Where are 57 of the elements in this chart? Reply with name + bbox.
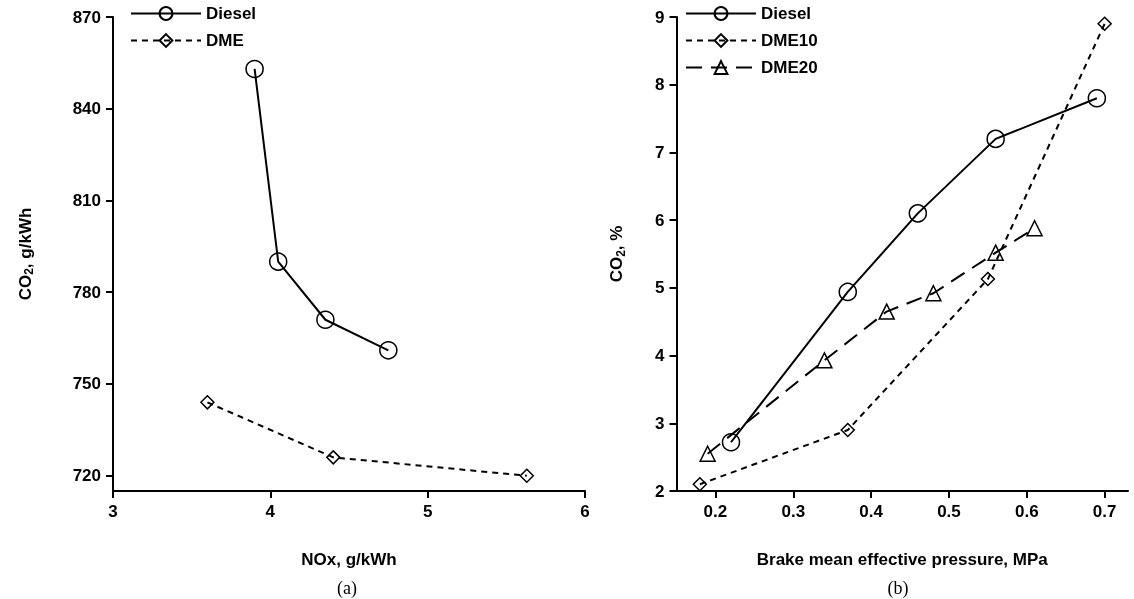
point: [326, 450, 341, 465]
y-tick-label: 8: [655, 75, 665, 95]
point: [925, 285, 942, 302]
legend-label: DME20: [761, 58, 818, 77]
y-tick-label: 5: [655, 278, 665, 298]
y-tick-label: 3: [655, 413, 665, 433]
x-tick-label: 0.3: [781, 502, 806, 521]
point: [838, 282, 858, 302]
y-axis-title: CO2, %: [607, 225, 628, 283]
x-tick-label: 0.4: [859, 502, 884, 521]
x-tick-label: 4: [265, 502, 276, 521]
x-tick-label: 6: [580, 502, 590, 521]
text: (a): [337, 578, 357, 599]
point: [268, 252, 288, 271]
y-tick-label: 840: [72, 99, 101, 119]
legend-label: DME: [206, 31, 244, 50]
y-tick-label: 6: [655, 210, 665, 230]
x-axis-title: NOx, g/kWh: [301, 550, 397, 569]
legend-label: Diesel: [761, 4, 812, 23]
y-tick-label: 750: [72, 374, 101, 394]
x-tick-label: 3: [108, 502, 118, 521]
y-tick-label: 4: [655, 346, 666, 366]
point: [316, 310, 335, 329]
x-tick-label: 5: [422, 502, 433, 521]
y-tick-label: 870: [72, 7, 101, 27]
point: [1097, 16, 1112, 32]
point: [908, 204, 928, 223]
point: [519, 468, 535, 483]
y-tick-label: 810: [72, 190, 101, 210]
x-tick-label: 0.2: [703, 502, 728, 521]
text: (b): [887, 578, 909, 599]
x-axis-title: Brake mean effective pressure, MPa: [756, 550, 1049, 569]
y-tick-label: 720: [72, 466, 101, 486]
point: [840, 422, 856, 438]
point: [379, 341, 398, 360]
point: [878, 303, 895, 320]
point: [245, 59, 264, 79]
legend-label: Diesel: [206, 4, 257, 23]
point: [692, 476, 708, 492]
x-tick-label: 0.7: [1092, 502, 1117, 521]
y-axis-title: CO2, g/kWh: [15, 207, 36, 301]
point: [986, 129, 1005, 149]
y-tick-label: 2: [655, 481, 665, 501]
point: [721, 433, 741, 452]
legend-label: DME10: [761, 31, 818, 50]
point: [699, 445, 716, 463]
point: [1087, 89, 1107, 108]
y-tick-label: 9: [655, 7, 665, 27]
point: [980, 271, 996, 287]
x-tick-label: 0.5: [937, 502, 961, 521]
y-tick-label: 7: [655, 142, 665, 162]
point: [200, 395, 215, 410]
x-tick-label: 0.6: [1014, 502, 1039, 521]
y-tick-label: 780: [72, 282, 101, 302]
point: [987, 244, 1004, 261]
point: [816, 352, 833, 369]
point: [1026, 220, 1043, 237]
